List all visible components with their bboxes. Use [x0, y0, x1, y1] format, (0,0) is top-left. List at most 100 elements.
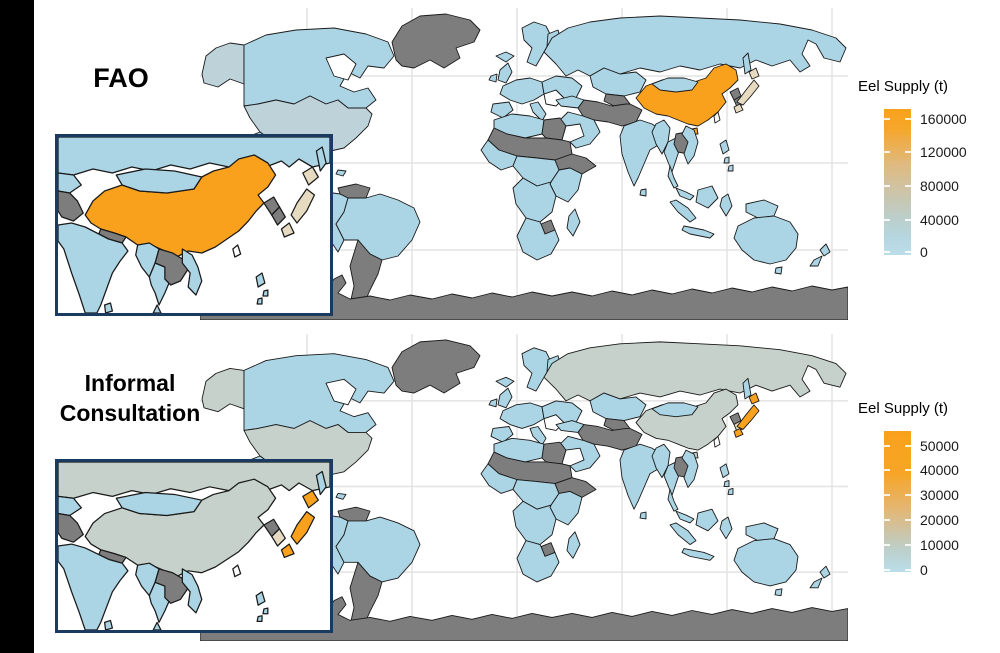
legend-tick-mark: [884, 184, 890, 187]
region-tasmania: [774, 588, 783, 597]
legend-tick-label: 40000: [920, 211, 959, 228]
region-i_japan: [290, 511, 316, 545]
region-i_kazakh: [58, 172, 82, 194]
region-thailand: [667, 489, 679, 512]
region-brazil: [335, 193, 421, 261]
legend-tick-mark: [884, 544, 890, 547]
legend-tick-mark: [884, 250, 890, 253]
region-i_phil: [255, 591, 266, 606]
region-italy: [529, 426, 547, 446]
region-sulawesi: [719, 193, 733, 217]
legend-tick-label: 30000: [920, 487, 959, 503]
region-malaysia: [675, 510, 695, 524]
region-safrica: [516, 217, 560, 261]
region-philippines: [723, 156, 730, 164]
legend-tick-label: 120000: [920, 144, 967, 161]
region-i_india: [58, 222, 129, 313]
region-libya: [541, 117, 567, 141]
legend-ic: Eel Supply (t) 50000 40000 30000 20000 10000…: [858, 400, 1000, 595]
region-newzealand: [819, 243, 831, 257]
legend-tick-label: 0: [920, 243, 928, 260]
legend-tick-label: 80000: [920, 177, 959, 194]
panel-label-informal-consultation: Informal Consultation: [30, 368, 230, 428]
east-asia-inset-ic: [55, 459, 333, 633]
panel-label-line2: Consultation: [59, 400, 201, 426]
legend-tick-mark: [905, 218, 911, 221]
legend-tick-mark: [905, 184, 911, 187]
east-asia-inset-map-ic: [58, 462, 330, 630]
region-hudson: [325, 378, 357, 406]
legend-tick-label: 160000: [920, 110, 967, 127]
legend-tick-mark: [905, 444, 911, 447]
region-iberia: [490, 426, 514, 443]
region-borneo: [695, 185, 719, 209]
legend-tick-mark: [905, 494, 911, 496]
region-libya: [541, 441, 567, 465]
legend-tick-mark: [884, 151, 890, 154]
region-australia: [733, 538, 799, 587]
region-i_korea_s: [271, 528, 286, 547]
region-srilanka: [639, 188, 647, 197]
region-i_sakhalin: [315, 470, 327, 496]
legend-tick-label: 20000: [920, 511, 959, 528]
region-centralafrica: [512, 177, 557, 223]
panel-label-line1: Informal: [84, 370, 176, 396]
region-i_taiwan: [232, 564, 242, 578]
region-ireland: [488, 398, 498, 408]
region-europe_w: [499, 77, 545, 105]
east-asia-inset-fao: [55, 134, 333, 316]
region-i_thailand: [152, 304, 162, 313]
legend-tick-mark: [905, 544, 911, 547]
region-wafrica: [480, 463, 518, 494]
east-asia-inset-map-fao: [58, 137, 330, 313]
region-malaysia: [675, 187, 695, 201]
legend-tick-label: 0: [920, 562, 928, 579]
region-sakhalin: [742, 377, 752, 400]
region-i_japan: [302, 166, 319, 186]
region-greenland: [391, 339, 481, 394]
region-sakhalin: [742, 52, 752, 75]
region-australia: [733, 215, 799, 265]
region-i_casia: [58, 190, 84, 222]
region-i_korea_s: [271, 206, 286, 226]
region-i_mongolia: [115, 168, 203, 194]
region-taiwan: [713, 435, 721, 448]
legend-tick-mark: [884, 218, 890, 221]
region-madagascar: [566, 208, 581, 237]
region-i_japan: [302, 490, 319, 509]
legend-fao: Eel Supply (t) 160000 120000 80000 40000 0: [858, 78, 1000, 278]
region-india: [619, 119, 665, 187]
legend-gradient-bar-fao: [884, 109, 911, 255]
legend-gradient-bar-ic: [884, 431, 911, 572]
region-tasmania: [774, 266, 783, 275]
region-japan: [748, 67, 760, 80]
region-sumatra: [669, 522, 697, 546]
legend-tick-label: 40000: [920, 462, 959, 479]
region-centralafrica: [512, 500, 557, 546]
region-i_phil: [256, 615, 263, 623]
legend-tick-label: 50000: [920, 437, 959, 454]
region-iceland: [495, 376, 515, 388]
region-wafrica: [480, 139, 518, 171]
region-japan: [748, 392, 760, 405]
region-japan: [736, 404, 760, 430]
region-japan: [733, 428, 744, 438]
world-map-informal-consultation: [200, 334, 848, 641]
region-japan: [733, 103, 744, 114]
region-java: [681, 225, 715, 239]
region-ireland: [488, 73, 498, 83]
region-philippines: [727, 164, 734, 172]
region-hispaniola: [335, 169, 347, 177]
region-i_lanka: [103, 619, 114, 630]
region-i_india: [58, 543, 129, 630]
region-scandinavia: [521, 21, 553, 67]
region-i_japan: [290, 188, 316, 224]
region-newzealand: [819, 565, 831, 579]
region-i_phil: [262, 289, 269, 297]
region-i_phil: [262, 607, 269, 615]
region-i_japan: [280, 222, 295, 238]
region-i_phil: [255, 272, 266, 288]
region-philippines: [727, 488, 734, 495]
legend-tick-mark: [905, 117, 911, 120]
